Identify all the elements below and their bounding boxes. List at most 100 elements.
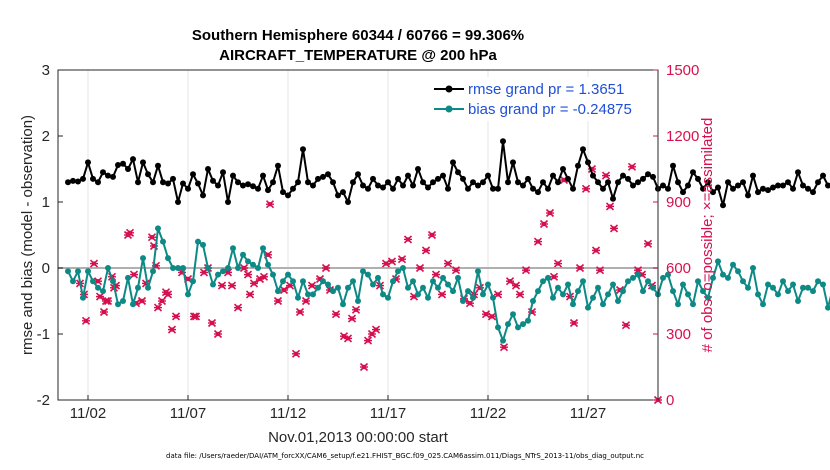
obs-count-marker <box>421 246 431 255</box>
bias-point <box>745 284 751 291</box>
bias-point <box>340 301 346 308</box>
bias-point <box>620 288 626 295</box>
rmse-point <box>745 192 751 199</box>
bias-point <box>380 291 386 298</box>
obs-count-marker <box>545 208 555 218</box>
rmse-point <box>520 182 526 189</box>
x-tick-label: 11/07 <box>170 405 206 422</box>
bias-point <box>775 291 781 298</box>
rmse-point <box>450 159 456 166</box>
rmse-point <box>720 202 726 209</box>
rmse-point <box>460 175 466 182</box>
bias-point <box>240 251 246 258</box>
obs-count-marker <box>609 224 619 233</box>
bias-point <box>155 225 161 232</box>
rmse-point <box>370 175 376 182</box>
rmse-point <box>375 182 381 189</box>
obs-count-marker <box>99 307 109 317</box>
bias-point <box>390 278 396 285</box>
bias-point <box>665 271 671 278</box>
bias-point <box>580 278 586 285</box>
rmse-point <box>285 192 291 199</box>
bias-point <box>825 304 830 311</box>
bias-point <box>405 284 411 291</box>
bias-point <box>525 317 531 324</box>
bias-point <box>545 274 551 281</box>
rmse-point <box>455 169 461 176</box>
rmse-point <box>95 179 101 186</box>
rmse-point <box>300 146 306 153</box>
obs-count-marker <box>147 233 157 242</box>
rmse-point <box>590 172 596 179</box>
bias-series <box>65 225 830 344</box>
rmse-point <box>485 172 491 179</box>
bias-point <box>135 284 141 291</box>
legend: rmse grand pr = 1.3651 bias grand pr = -… <box>430 77 652 121</box>
rmse-point <box>445 185 451 192</box>
obs-count-marker <box>191 312 201 321</box>
rmse-point <box>600 185 606 192</box>
rmse-point <box>335 192 341 199</box>
rmse-point <box>795 169 801 176</box>
rmse-point <box>400 182 406 189</box>
obs-count-marker <box>451 266 461 275</box>
bias-point <box>295 294 301 301</box>
bias-point <box>555 284 561 291</box>
bias-point <box>310 291 316 298</box>
rmse-point <box>695 175 701 182</box>
bias-point <box>425 294 431 301</box>
rmse-point <box>310 182 316 189</box>
obs-count-marker <box>103 296 113 306</box>
rmse-point <box>770 184 776 191</box>
bias-point <box>195 238 201 245</box>
rmse-point <box>220 169 226 176</box>
bias-point <box>660 274 666 281</box>
rmse-point <box>150 179 156 186</box>
y-tick-label: -1 <box>37 326 50 343</box>
rmse-point <box>685 182 691 189</box>
bias-point <box>385 294 391 301</box>
bias-point <box>645 278 651 285</box>
bias-point <box>730 261 736 268</box>
obs-count-marker <box>511 281 521 290</box>
bias-point <box>725 274 731 281</box>
rmse-point <box>690 169 696 176</box>
rmse-point <box>410 182 416 189</box>
rmse-point <box>785 179 791 186</box>
obs-count-marker <box>295 307 305 317</box>
obs-count-marker <box>307 281 317 290</box>
rmse-point <box>240 182 246 189</box>
rmse-point <box>515 179 521 186</box>
bias-point <box>305 291 311 298</box>
obs-count-marker <box>273 296 283 306</box>
x-tick-label: 11/27 <box>570 405 606 422</box>
rmse-point <box>260 172 266 179</box>
obs-count-marker <box>279 285 289 295</box>
rmse-point <box>320 173 326 180</box>
obs-count-marker <box>249 279 259 288</box>
bias-point <box>815 278 821 285</box>
rmse-point <box>620 172 626 179</box>
rmse-point <box>390 185 396 192</box>
rmse-point <box>90 175 96 182</box>
obs-count-marker <box>553 259 563 268</box>
rmse-point <box>440 172 446 179</box>
obs-count-marker <box>89 259 99 268</box>
obs-count-marker <box>217 281 227 290</box>
rmse-point <box>430 179 436 186</box>
rmse-point <box>380 184 386 191</box>
obs-count-marker <box>359 362 369 372</box>
bias-point <box>615 298 621 304</box>
bias-point <box>700 288 706 295</box>
bias-point <box>755 291 761 298</box>
bias-point <box>90 278 96 285</box>
rmse-point <box>85 159 91 166</box>
rmse-point <box>510 159 516 166</box>
bias-point <box>740 278 746 285</box>
rmse-point <box>200 192 206 199</box>
rmse-point <box>170 175 176 182</box>
bias-point <box>360 268 366 275</box>
bias-point <box>70 278 76 285</box>
y-right-tick-label: 900 <box>666 194 691 211</box>
rmse-point <box>705 179 711 186</box>
